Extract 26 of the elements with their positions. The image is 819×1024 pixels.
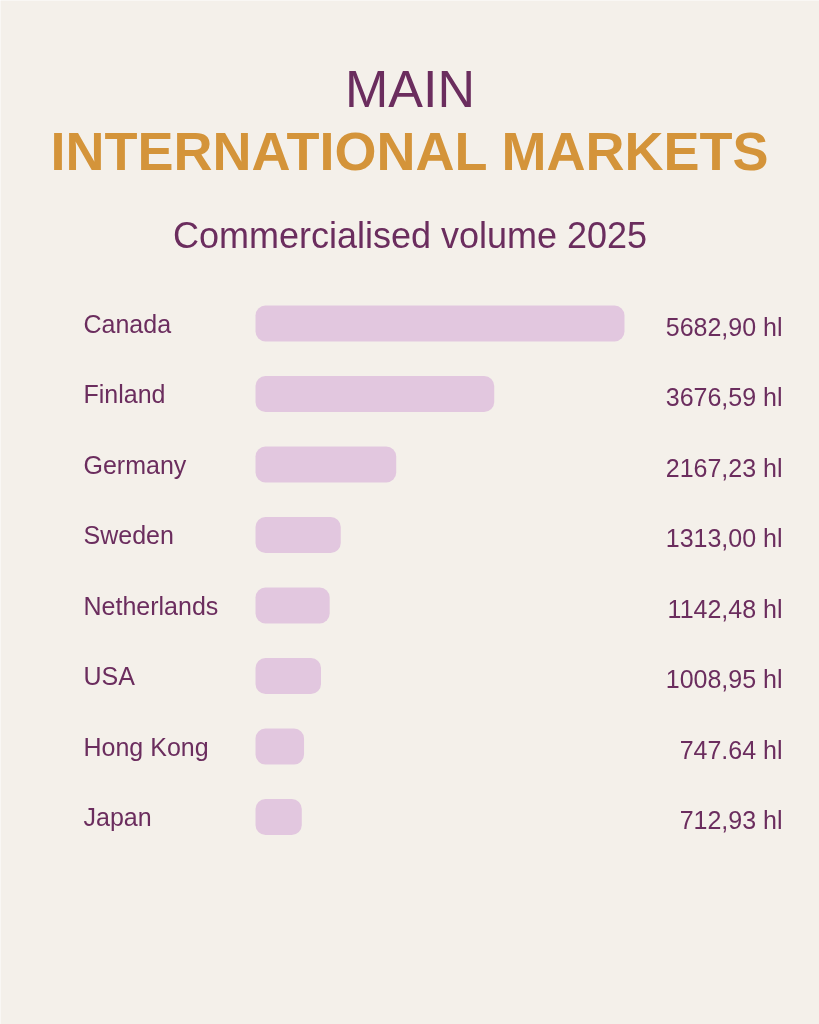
chart-title: MAIN INTERNATIONAL MARKETS: [50, 59, 769, 181]
bar: [255, 658, 322, 694]
y-tick-label: Netherlands: [83, 591, 219, 620]
data-label: 2167,23 hl: [665, 453, 783, 482]
bar: [255, 517, 341, 553]
y-tick-label: Hong Kong: [83, 732, 209, 761]
bar: [255, 587, 330, 624]
data-label: 1142,48 hl: [667, 594, 783, 623]
bar: [255, 446, 397, 483]
y-tick-label: USA: [83, 662, 136, 690]
data-label: 1313,00 hl: [665, 524, 783, 552]
bar: [255, 305, 625, 342]
y-tick-label: Germany: [83, 450, 187, 479]
bar: [255, 799, 302, 835]
y-tick-label: Finland: [83, 380, 166, 408]
data-label: 712,93 hl: [679, 806, 783, 834]
data-label: 1008,95 hl: [665, 665, 783, 693]
chart-subtitle: Commercialised volume 2025: [172, 215, 648, 256]
data-label: 5682,90 hl: [665, 312, 783, 341]
y-tick-label: Japan: [83, 803, 152, 831]
data-label: 747.64 hl: [679, 735, 783, 764]
bar: [255, 376, 495, 412]
bar: [255, 728, 305, 765]
y-tick-label: Sweden: [83, 521, 174, 549]
y-tick-label: Canada: [83, 309, 172, 338]
data-label: 3676,59 hl: [665, 383, 783, 411]
